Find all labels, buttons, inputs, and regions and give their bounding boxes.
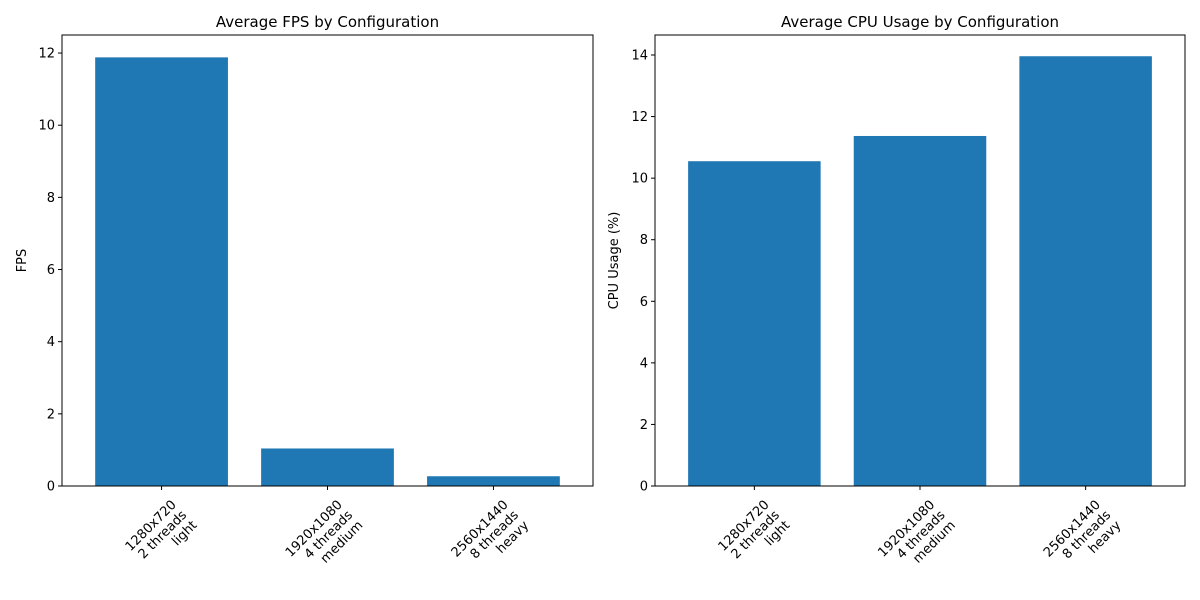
cpu-ytick-label-1: 2 bbox=[640, 418, 648, 433]
cpu-ytick-label-0: 0 bbox=[640, 480, 648, 495]
fps-ytick-label-4: 8 bbox=[47, 191, 55, 206]
cpu-usage-chart: 0 2 4 6 8 10 12 14 1280x7202 threadslight 1920x10… bbox=[607, 13, 1186, 581]
cpu-ytick-label-3: 6 bbox=[640, 295, 648, 310]
fps-ytick-label-3: 6 bbox=[47, 263, 55, 278]
fps-ytick-label-1: 2 bbox=[47, 407, 55, 422]
fps-bar-2 bbox=[427, 476, 560, 486]
fps-bar-0 bbox=[95, 57, 228, 486]
fps-chart: 0 2 4 6 8 10 12 1280x7202 threadslight 1920x1080… bbox=[15, 13, 594, 581]
cpu-bar-0 bbox=[688, 161, 821, 486]
fps-ytick-label-6: 12 bbox=[38, 47, 55, 62]
cpu-ytick-label-2: 4 bbox=[640, 356, 648, 371]
fps-ytick-label-2: 4 bbox=[47, 335, 55, 350]
fps-bar-1 bbox=[261, 448, 394, 486]
cpu-bar-1 bbox=[853, 135, 987, 487]
cpu-ytick-label-4: 8 bbox=[640, 233, 648, 248]
fps-ytick-label-5: 10 bbox=[38, 119, 55, 134]
cpu-bar-2 bbox=[1019, 56, 1152, 486]
cpu-xtick-label-2: 2560x14408 threadsheavy bbox=[1041, 497, 1125, 581]
cpu-xtick-label-0: 1280x7202 threadslight bbox=[716, 497, 794, 575]
fps-chart-title: Average FPS by Configuration bbox=[216, 13, 439, 31]
cpu-ytick-label-6: 12 bbox=[631, 110, 648, 125]
fps-y-axis-label: FPS bbox=[15, 249, 30, 273]
cpu-ytick-label-7: 14 bbox=[631, 49, 648, 64]
fps-xtick-label-1: 1920x10804 threadsmedium bbox=[283, 497, 367, 581]
cpu-y-axis-label: CPU Usage (%) bbox=[607, 212, 622, 310]
fps-ytick-label-0: 0 bbox=[47, 480, 55, 495]
cpu-xtick-label-1: 1920x10804 threadsmedium bbox=[875, 497, 959, 581]
cpu-ytick-label-5: 10 bbox=[631, 172, 648, 187]
fps-xtick-label-2: 2560x14408 threadsheavy bbox=[449, 497, 533, 581]
cpu-chart-title: Average CPU Usage by Configuration bbox=[781, 13, 1059, 31]
fps-xtick-label-0: 1280x7202 threadslight bbox=[123, 497, 201, 575]
